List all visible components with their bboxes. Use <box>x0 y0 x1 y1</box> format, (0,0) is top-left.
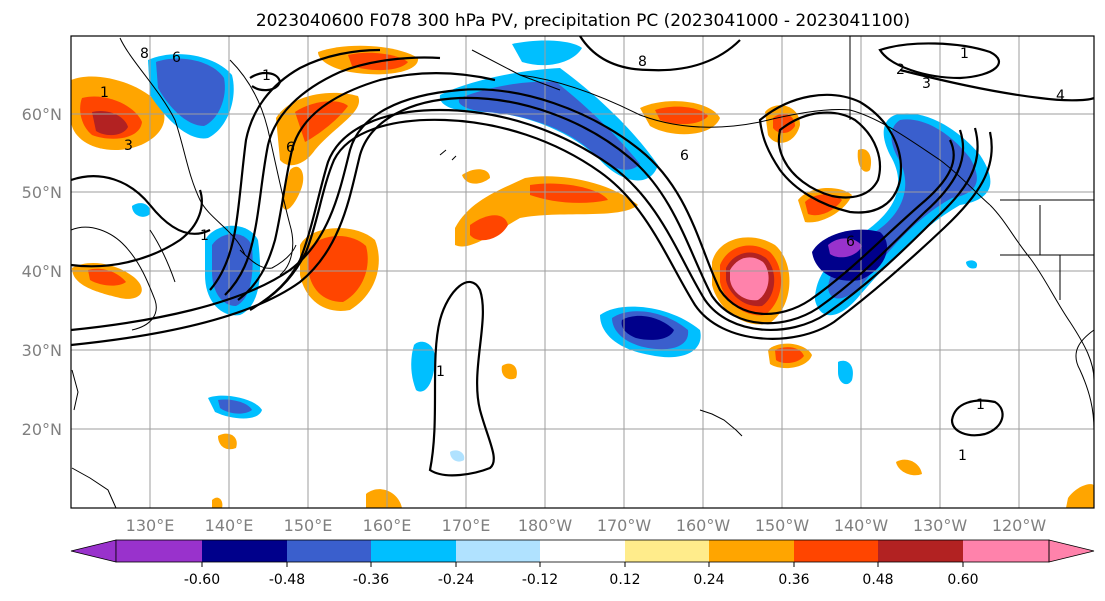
negative-anomaly <box>450 450 465 462</box>
colorbar-segment <box>456 540 540 562</box>
lon-tick-label: 130°E <box>126 516 175 535</box>
colorbar-extend-min <box>70 539 117 563</box>
positive-anomaly <box>308 235 368 302</box>
lon-tick-label: 140°W <box>834 516 889 535</box>
contour-label: 8 <box>140 46 149 62</box>
lon-tick-label: 140°E <box>205 516 254 535</box>
lat-tick-label: 20°N <box>22 420 62 439</box>
contour-label: 6 <box>172 50 181 66</box>
colorbar-tick-label: 0.36 <box>778 572 809 588</box>
colorbar-tick-label: 0.12 <box>609 572 640 588</box>
lat-tick-label: 40°N <box>22 262 62 281</box>
latitude-axis: 60°N 50°N 40°N 30°N 20°N <box>22 105 62 439</box>
contour-label: 6 <box>846 234 855 250</box>
lon-tick-label: 170°E <box>442 516 491 535</box>
colorbar-tick-label: -0.12 <box>522 572 558 588</box>
negative-anomaly <box>156 58 225 126</box>
colorbar-segment <box>794 540 878 562</box>
positive-anomaly <box>896 459 922 476</box>
lon-tick-label: 120°W <box>992 516 1047 535</box>
negative-anomaly <box>458 81 640 170</box>
positive-anomaly <box>655 106 708 125</box>
contour-label: 3 <box>124 138 133 154</box>
positive-anomaly <box>501 363 517 380</box>
contour-label: 1 <box>200 228 209 244</box>
lat-tick-label: 50°N <box>22 183 62 202</box>
lon-tick-label: 160°E <box>363 516 412 535</box>
map-frame <box>70 35 1095 509</box>
colorbar-segment <box>371 540 456 562</box>
positive-anomaly <box>470 215 508 241</box>
colorbar-segment <box>202 540 287 562</box>
positive-anomaly <box>1066 484 1094 508</box>
positive-anomaly <box>462 169 490 184</box>
contour-label: 4 <box>1056 88 1065 104</box>
colorbar-segment <box>625 540 709 562</box>
negative-anomaly <box>838 360 853 385</box>
contour-label: 1 <box>960 46 969 62</box>
contour-label: 6 <box>286 140 295 156</box>
lon-tick-label: 150°E <box>284 516 333 535</box>
colorbar-segment <box>709 540 794 562</box>
colorbar-segment <box>287 540 371 562</box>
lon-tick-label: 130°W <box>913 516 968 535</box>
contour-label: 3 <box>922 76 931 92</box>
negative-anomaly <box>218 399 252 414</box>
colorbar-tick-label: -0.60 <box>184 572 220 588</box>
contour-label: 1 <box>100 85 109 101</box>
contour-labels: 1 1 1 1 1 1 1 2 3 4 3 6 8 8 6 6 6 <box>100 46 1065 464</box>
contour-label: 2 <box>896 62 905 78</box>
negative-anomaly <box>512 40 582 66</box>
lat-tick-label: 60°N <box>22 105 62 124</box>
colorbar-segment <box>540 540 625 562</box>
colorbar-tick-label: -0.24 <box>438 572 474 588</box>
positive-anomaly <box>366 489 402 508</box>
lon-tick-label: 180°W <box>518 516 573 535</box>
lon-tick-label: 150°W <box>755 516 810 535</box>
contour-label: 1 <box>436 364 445 380</box>
positive-anomaly <box>218 433 237 450</box>
contour-label: 8 <box>638 54 647 70</box>
negative-anomaly <box>828 238 862 258</box>
shaded-anomalies <box>71 40 1094 508</box>
colorbar-tick-label: 0.60 <box>947 572 978 588</box>
negative-anomaly <box>621 315 674 340</box>
colorbar-extend-max <box>1048 539 1095 563</box>
lon-tick-label: 170°W <box>597 516 652 535</box>
colorbar-segment <box>963 540 1049 562</box>
contour-label: 1 <box>958 448 967 464</box>
colorbar-outline <box>115 539 1050 563</box>
negative-anomaly <box>132 203 151 217</box>
negative-anomaly <box>966 260 978 269</box>
contour-label: 6 <box>680 148 689 164</box>
colorbar-tick-label: 0.24 <box>693 572 724 588</box>
colorbar-tick-label: -0.36 <box>353 572 389 588</box>
figure-title: 2023040600 F078 300 hPa PV, precipitatio… <box>256 11 910 31</box>
contour-label: 1 <box>976 397 985 413</box>
lat-tick-label: 30°N <box>22 341 62 360</box>
negative-anomaly <box>411 341 436 392</box>
colorbar: -0.60 -0.48 -0.36 -0.24 -0.12 0.12 0.24 … <box>70 539 1095 588</box>
positive-anomaly <box>212 497 223 508</box>
positive-anomaly <box>92 110 128 136</box>
coastlines <box>70 36 1095 509</box>
positive-anomaly <box>281 166 304 210</box>
positive-anomaly <box>530 183 608 203</box>
colorbar-segment <box>878 540 963 562</box>
contour-label: 1 <box>262 68 271 84</box>
colorbar-tick-label: -0.48 <box>269 572 305 588</box>
pv-contours <box>70 35 1095 477</box>
positive-anomaly <box>88 268 126 286</box>
positive-anomaly <box>773 113 795 134</box>
colorbar-tick-label: 0.48 <box>862 572 893 588</box>
longitude-axis: 130°E 140°E 150°E 160°E 170°E 180°W 170°… <box>126 516 1047 535</box>
colorbar-segment <box>116 540 202 562</box>
positive-anomaly <box>730 257 769 301</box>
colorbar-ticks <box>201 562 964 567</box>
map-panel: 1 1 1 1 1 1 1 2 3 4 3 6 8 8 6 6 6 <box>70 35 1095 509</box>
lon-tick-label: 160°W <box>676 516 731 535</box>
